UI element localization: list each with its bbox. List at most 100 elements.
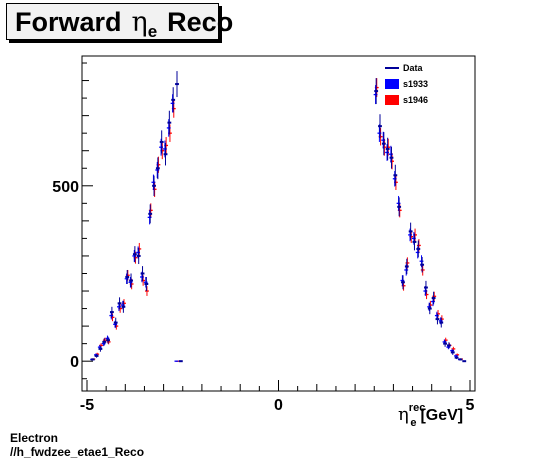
data-point	[145, 286, 149, 296]
data-point	[389, 146, 394, 169]
data-point	[458, 358, 463, 361]
data-point	[388, 145, 393, 163]
data-point	[392, 171, 397, 187]
legend: Data s1933 s1946	[385, 63, 428, 105]
data-point	[401, 275, 405, 290]
axis-tick-labels: -5 0 5 0 500	[52, 179, 474, 414]
x-axis-superscript: rec	[408, 402, 426, 414]
x-axis-unit: [GeV]	[420, 407, 464, 424]
data-point	[381, 132, 386, 156]
data-point	[378, 114, 382, 139]
series-data	[90, 71, 467, 363]
data-point	[124, 273, 129, 285]
data-point	[109, 306, 114, 318]
data-point	[393, 164, 398, 186]
data-point	[128, 276, 133, 288]
data-point	[373, 85, 378, 105]
series-s1946	[91, 78, 463, 362]
footer: Electron //h_fwdzee_etae1_Reco	[10, 431, 144, 459]
series-s1933	[90, 85, 462, 362]
data-point	[90, 358, 95, 361]
data-point	[132, 246, 137, 263]
data-point	[102, 338, 107, 346]
data-point	[385, 144, 389, 161]
data-point	[98, 346, 103, 352]
data-point	[132, 249, 137, 262]
data-point	[155, 157, 160, 180]
title-subscript: e	[147, 22, 158, 41]
legend-label: Data	[403, 63, 424, 73]
data-point	[420, 264, 425, 276]
data-point	[396, 195, 401, 211]
data-point	[152, 175, 156, 196]
data-point	[171, 87, 176, 113]
data-point	[404, 258, 409, 275]
data-point	[175, 71, 179, 98]
data-point	[136, 247, 141, 265]
data-point	[155, 161, 160, 179]
data-point	[159, 130, 164, 154]
legend-item-data: Data	[385, 63, 424, 73]
title-rest: Reco	[167, 7, 234, 37]
data-point	[427, 302, 432, 315]
data-point	[120, 300, 125, 310]
data-point	[412, 233, 417, 251]
data-point	[140, 266, 145, 281]
data-point	[420, 257, 425, 273]
data-point	[151, 174, 156, 190]
chart-title: Forward ηe Reco	[6, 3, 233, 41]
data-point	[148, 204, 153, 224]
data-point	[125, 269, 130, 285]
data-point	[117, 297, 122, 310]
legend-box-swatch	[385, 95, 399, 105]
axis-ticks	[82, 62, 471, 391]
title-eta-symbol: η	[131, 7, 148, 38]
legend-box-swatch	[385, 79, 399, 89]
data-point	[450, 349, 455, 355]
x-axis-label: ηrec e [GeV]	[398, 402, 464, 429]
data-point	[94, 354, 99, 358]
data-point	[113, 317, 118, 328]
x-axis-eta-symbol: η	[398, 404, 409, 425]
data-point	[381, 131, 386, 149]
data-point	[106, 336, 110, 344]
data-point	[439, 317, 444, 328]
footer-line2: //h_fwdzee_etae1_Reco	[10, 445, 145, 459]
data-point	[163, 142, 168, 166]
data-point	[447, 342, 451, 349]
x-axis-subscript: e	[410, 417, 417, 429]
title-main: Forward	[15, 7, 122, 37]
data-point	[454, 356, 459, 360]
x-tick-label: 0	[274, 397, 283, 414]
data-point	[377, 124, 382, 142]
data-point	[432, 291, 437, 301]
data-point	[385, 137, 390, 161]
data-series	[90, 71, 467, 363]
data-point	[408, 222, 413, 241]
plot-frame	[81, 55, 476, 392]
data-point	[121, 300, 126, 313]
x-tick-label: 5	[466, 397, 475, 414]
data-point	[143, 276, 148, 288]
y-tick-label: 0	[70, 354, 79, 371]
data-point	[144, 276, 149, 292]
legend-item-s1946: s1946	[385, 95, 428, 105]
legend-item-s1933: s1933	[385, 79, 428, 89]
data-point	[424, 280, 428, 295]
data-point	[167, 110, 172, 135]
y-tick-label: 500	[52, 179, 79, 196]
data-point	[170, 94, 175, 113]
data-point	[374, 78, 379, 105]
footer-line1: Electron	[10, 431, 59, 445]
x-tick-label: -5	[80, 397, 94, 414]
data-point	[427, 302, 432, 312]
data-point	[397, 197, 402, 217]
data-point	[416, 240, 421, 258]
data-point	[435, 313, 440, 325]
plot-frame-rect	[81, 55, 476, 392]
data-point	[147, 210, 152, 225]
legend-label: s1946	[403, 95, 428, 105]
data-point	[443, 340, 448, 347]
legend-label: s1933	[403, 79, 428, 89]
